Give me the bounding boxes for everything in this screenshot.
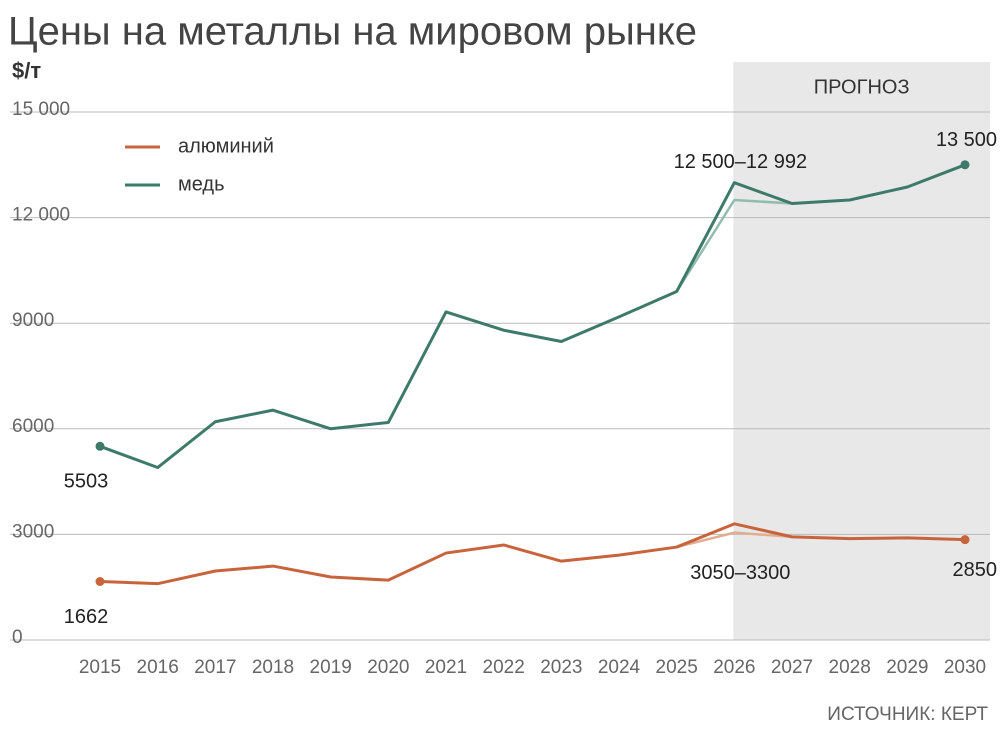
value-label: 12 500–12 992 xyxy=(674,151,807,173)
x-tick-label: 2023 xyxy=(540,657,582,678)
point xyxy=(95,441,105,451)
x-tick-label: 2020 xyxy=(367,657,409,678)
x-tick-label: 2021 xyxy=(425,657,467,678)
x-tick-label: 2029 xyxy=(886,657,928,678)
x-tick-label: 2027 xyxy=(771,657,813,678)
value-label: 3050–3300 xyxy=(690,562,790,584)
x-tick-label: 2026 xyxy=(713,657,755,678)
y-tick-label: 9000 xyxy=(12,310,54,331)
x-tick-label: 2028 xyxy=(829,657,871,678)
x-tick-label: 2019 xyxy=(310,657,352,678)
legend-label: медь xyxy=(178,173,225,195)
x-tick-label: 2016 xyxy=(137,657,179,678)
value-label: 13 500 xyxy=(936,129,997,151)
x-tick-label: 2015 xyxy=(79,657,121,678)
point xyxy=(960,160,970,170)
forecast-zone xyxy=(733,62,990,640)
x-tick-label: 2022 xyxy=(483,657,525,678)
series-line xyxy=(99,163,966,470)
legend-label: алюминий xyxy=(178,135,274,157)
series-line xyxy=(99,522,966,586)
x-tick-label: 2018 xyxy=(252,657,294,678)
y-axis-label: $/т xyxy=(12,58,41,83)
y-tick-label: 15 000 xyxy=(12,99,70,120)
point xyxy=(960,535,970,545)
y-tick-label: 3000 xyxy=(12,521,54,542)
source: ИСТОЧНИК: КЕРТ xyxy=(827,704,988,725)
x-tick-label: 2017 xyxy=(194,657,236,678)
value-label: 1662 xyxy=(64,606,109,628)
range-line xyxy=(675,198,793,293)
x-tick-label: 2025 xyxy=(656,657,698,678)
point xyxy=(95,576,105,586)
value-label: 2850 xyxy=(953,559,998,581)
forecast-label: ПРОГНОЗ xyxy=(814,76,910,98)
y-tick-label: 6000 xyxy=(12,416,54,437)
x-tick-label: 2024 xyxy=(598,657,641,678)
value-label: 5503 xyxy=(64,471,109,493)
range-line xyxy=(676,531,793,549)
chart-title: Цены на металлы на мировом рынке xyxy=(8,10,697,54)
y-tick-label: 12 000 xyxy=(12,205,70,226)
x-tick-label: 2030 xyxy=(944,657,986,678)
y-tick-label: 0 xyxy=(12,627,23,648)
